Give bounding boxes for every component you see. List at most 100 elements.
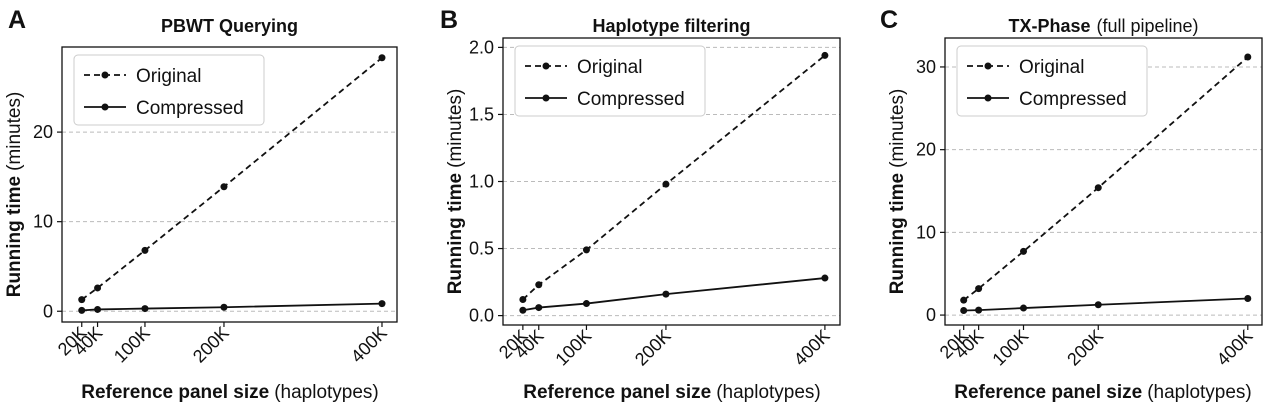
data-point xyxy=(1094,184,1102,192)
panel-letter: A xyxy=(8,6,26,34)
data-point xyxy=(582,246,590,254)
legend-marker xyxy=(101,71,109,79)
y-label-unit: (minutes) xyxy=(4,92,25,171)
data-point xyxy=(220,303,228,311)
y-axis-label: Running time (minutes) xyxy=(887,89,908,295)
x-label-main: Reference panel size xyxy=(523,382,711,403)
x-tick-label: 100K xyxy=(988,326,1032,370)
legend-label: Compressed xyxy=(577,89,685,110)
x-tick-label: 200K xyxy=(631,326,675,370)
y-label-main: Running time xyxy=(4,176,25,297)
panel-title: PBWT Querying xyxy=(161,16,298,36)
plot-frame xyxy=(61,46,398,323)
data-point xyxy=(94,284,102,292)
data-point xyxy=(1020,247,1028,255)
x-tick-label: 200K xyxy=(1063,326,1107,370)
data-point xyxy=(662,290,670,298)
data-point xyxy=(535,281,543,289)
y-axis-label: Running time (minutes) xyxy=(445,89,466,295)
legend-label: Original xyxy=(136,66,201,87)
data-point xyxy=(94,305,102,313)
y-tick-label: 1.5 xyxy=(469,104,494,124)
plot-frame xyxy=(502,37,841,326)
data-point xyxy=(960,307,968,315)
x-tick-label: 400K xyxy=(790,326,834,370)
data-point xyxy=(975,306,983,314)
x-label-main: Reference panel size xyxy=(81,382,269,403)
panel-letter: B xyxy=(440,6,458,34)
y-label-unit: (minutes) xyxy=(445,89,466,168)
legend-label: Original xyxy=(577,57,642,78)
x-tick-label: 400K xyxy=(1213,326,1257,370)
data-point xyxy=(1020,304,1028,312)
y-tick-label: 10 xyxy=(916,222,936,242)
title-main: TX-Phase xyxy=(1008,16,1090,36)
y-tick-label: 10 xyxy=(33,212,53,232)
data-point xyxy=(960,296,968,304)
data-point xyxy=(78,306,86,314)
x-axis-label: Reference panel size (haplotypes) xyxy=(954,382,1252,403)
y-tick-label: 0.5 xyxy=(469,239,494,259)
y-tick-label: 0.0 xyxy=(469,306,494,326)
x-tick-label: 100K xyxy=(551,326,595,370)
data-point xyxy=(519,306,527,314)
plot-frame xyxy=(944,37,1263,326)
legend-marker xyxy=(542,62,550,70)
series-line xyxy=(963,297,1248,312)
x-tick-label: 200K xyxy=(189,323,233,367)
legend-marker xyxy=(984,94,992,102)
data-point xyxy=(662,180,670,188)
data-point xyxy=(1094,301,1102,309)
data-point xyxy=(1244,295,1252,303)
y-tick-label: 30 xyxy=(916,57,936,77)
y-tick-label: 2.0 xyxy=(469,37,494,57)
y-label-unit: (minutes) xyxy=(887,89,908,168)
data-point xyxy=(220,183,228,191)
x-axis-label: Reference panel size (haplotypes) xyxy=(81,382,379,403)
data-point xyxy=(141,246,149,254)
series-line xyxy=(963,56,1249,301)
title-main: Haplotype filtering xyxy=(592,16,750,36)
data-point xyxy=(378,54,386,62)
x-label-unit: (haplotypes) xyxy=(1147,382,1252,403)
x-tick-label: 400K xyxy=(347,323,391,367)
data-point xyxy=(582,300,590,308)
y-axis-label: Running time (minutes) xyxy=(4,92,25,298)
data-point xyxy=(821,51,829,59)
data-point xyxy=(535,304,543,312)
data-point xyxy=(78,296,86,304)
legend-label: Compressed xyxy=(1019,89,1127,110)
legend-marker xyxy=(984,62,992,70)
x-tick-label: 100K xyxy=(110,323,154,367)
x-label-unit: (haplotypes) xyxy=(274,382,379,403)
data-point xyxy=(975,285,983,293)
data-point xyxy=(1244,53,1252,61)
data-point xyxy=(519,296,527,304)
legend-marker xyxy=(101,103,109,111)
y-tick-label: 1.0 xyxy=(469,172,494,192)
y-tick-label: 0 xyxy=(43,301,53,321)
x-label-unit: (haplotypes) xyxy=(716,382,821,403)
legend-marker xyxy=(542,94,550,102)
panel-letter: C xyxy=(880,6,898,34)
y-label-main: Running time xyxy=(445,173,466,294)
title-main: PBWT Querying xyxy=(161,16,298,36)
legend-label: Original xyxy=(1019,57,1084,78)
panel: B Haplotype filtering0.00.51.01.52.020K40… xyxy=(440,6,841,403)
legend-label: Compressed xyxy=(136,98,244,119)
title-note: (full pipeline) xyxy=(1096,16,1198,36)
y-label-main: Running time xyxy=(887,173,908,294)
series-line xyxy=(522,277,825,312)
data-point xyxy=(141,305,149,313)
data-point xyxy=(378,300,386,308)
x-label-main: Reference panel size xyxy=(954,382,1142,403)
data-point xyxy=(821,274,829,282)
y-tick-label: 20 xyxy=(33,122,53,142)
y-tick-label: 0 xyxy=(926,305,936,325)
panel-title: TX-Phase (full pipeline) xyxy=(1008,16,1198,36)
x-axis-label: Reference panel size (haplotypes) xyxy=(523,382,821,403)
series-line xyxy=(81,302,383,312)
